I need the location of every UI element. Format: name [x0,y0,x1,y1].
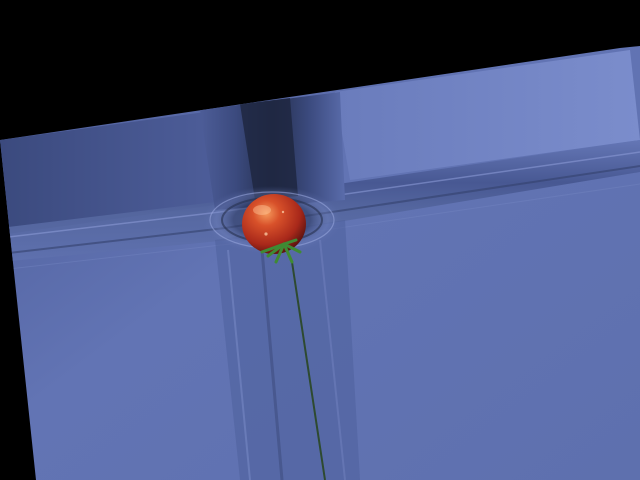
tomato [242,194,306,254]
tile-upper-right [335,50,640,180]
vertical-groove-lower [215,220,360,480]
tile-upper-left [0,112,215,235]
vine-line [291,261,326,480]
tomato-stem [260,238,302,264]
